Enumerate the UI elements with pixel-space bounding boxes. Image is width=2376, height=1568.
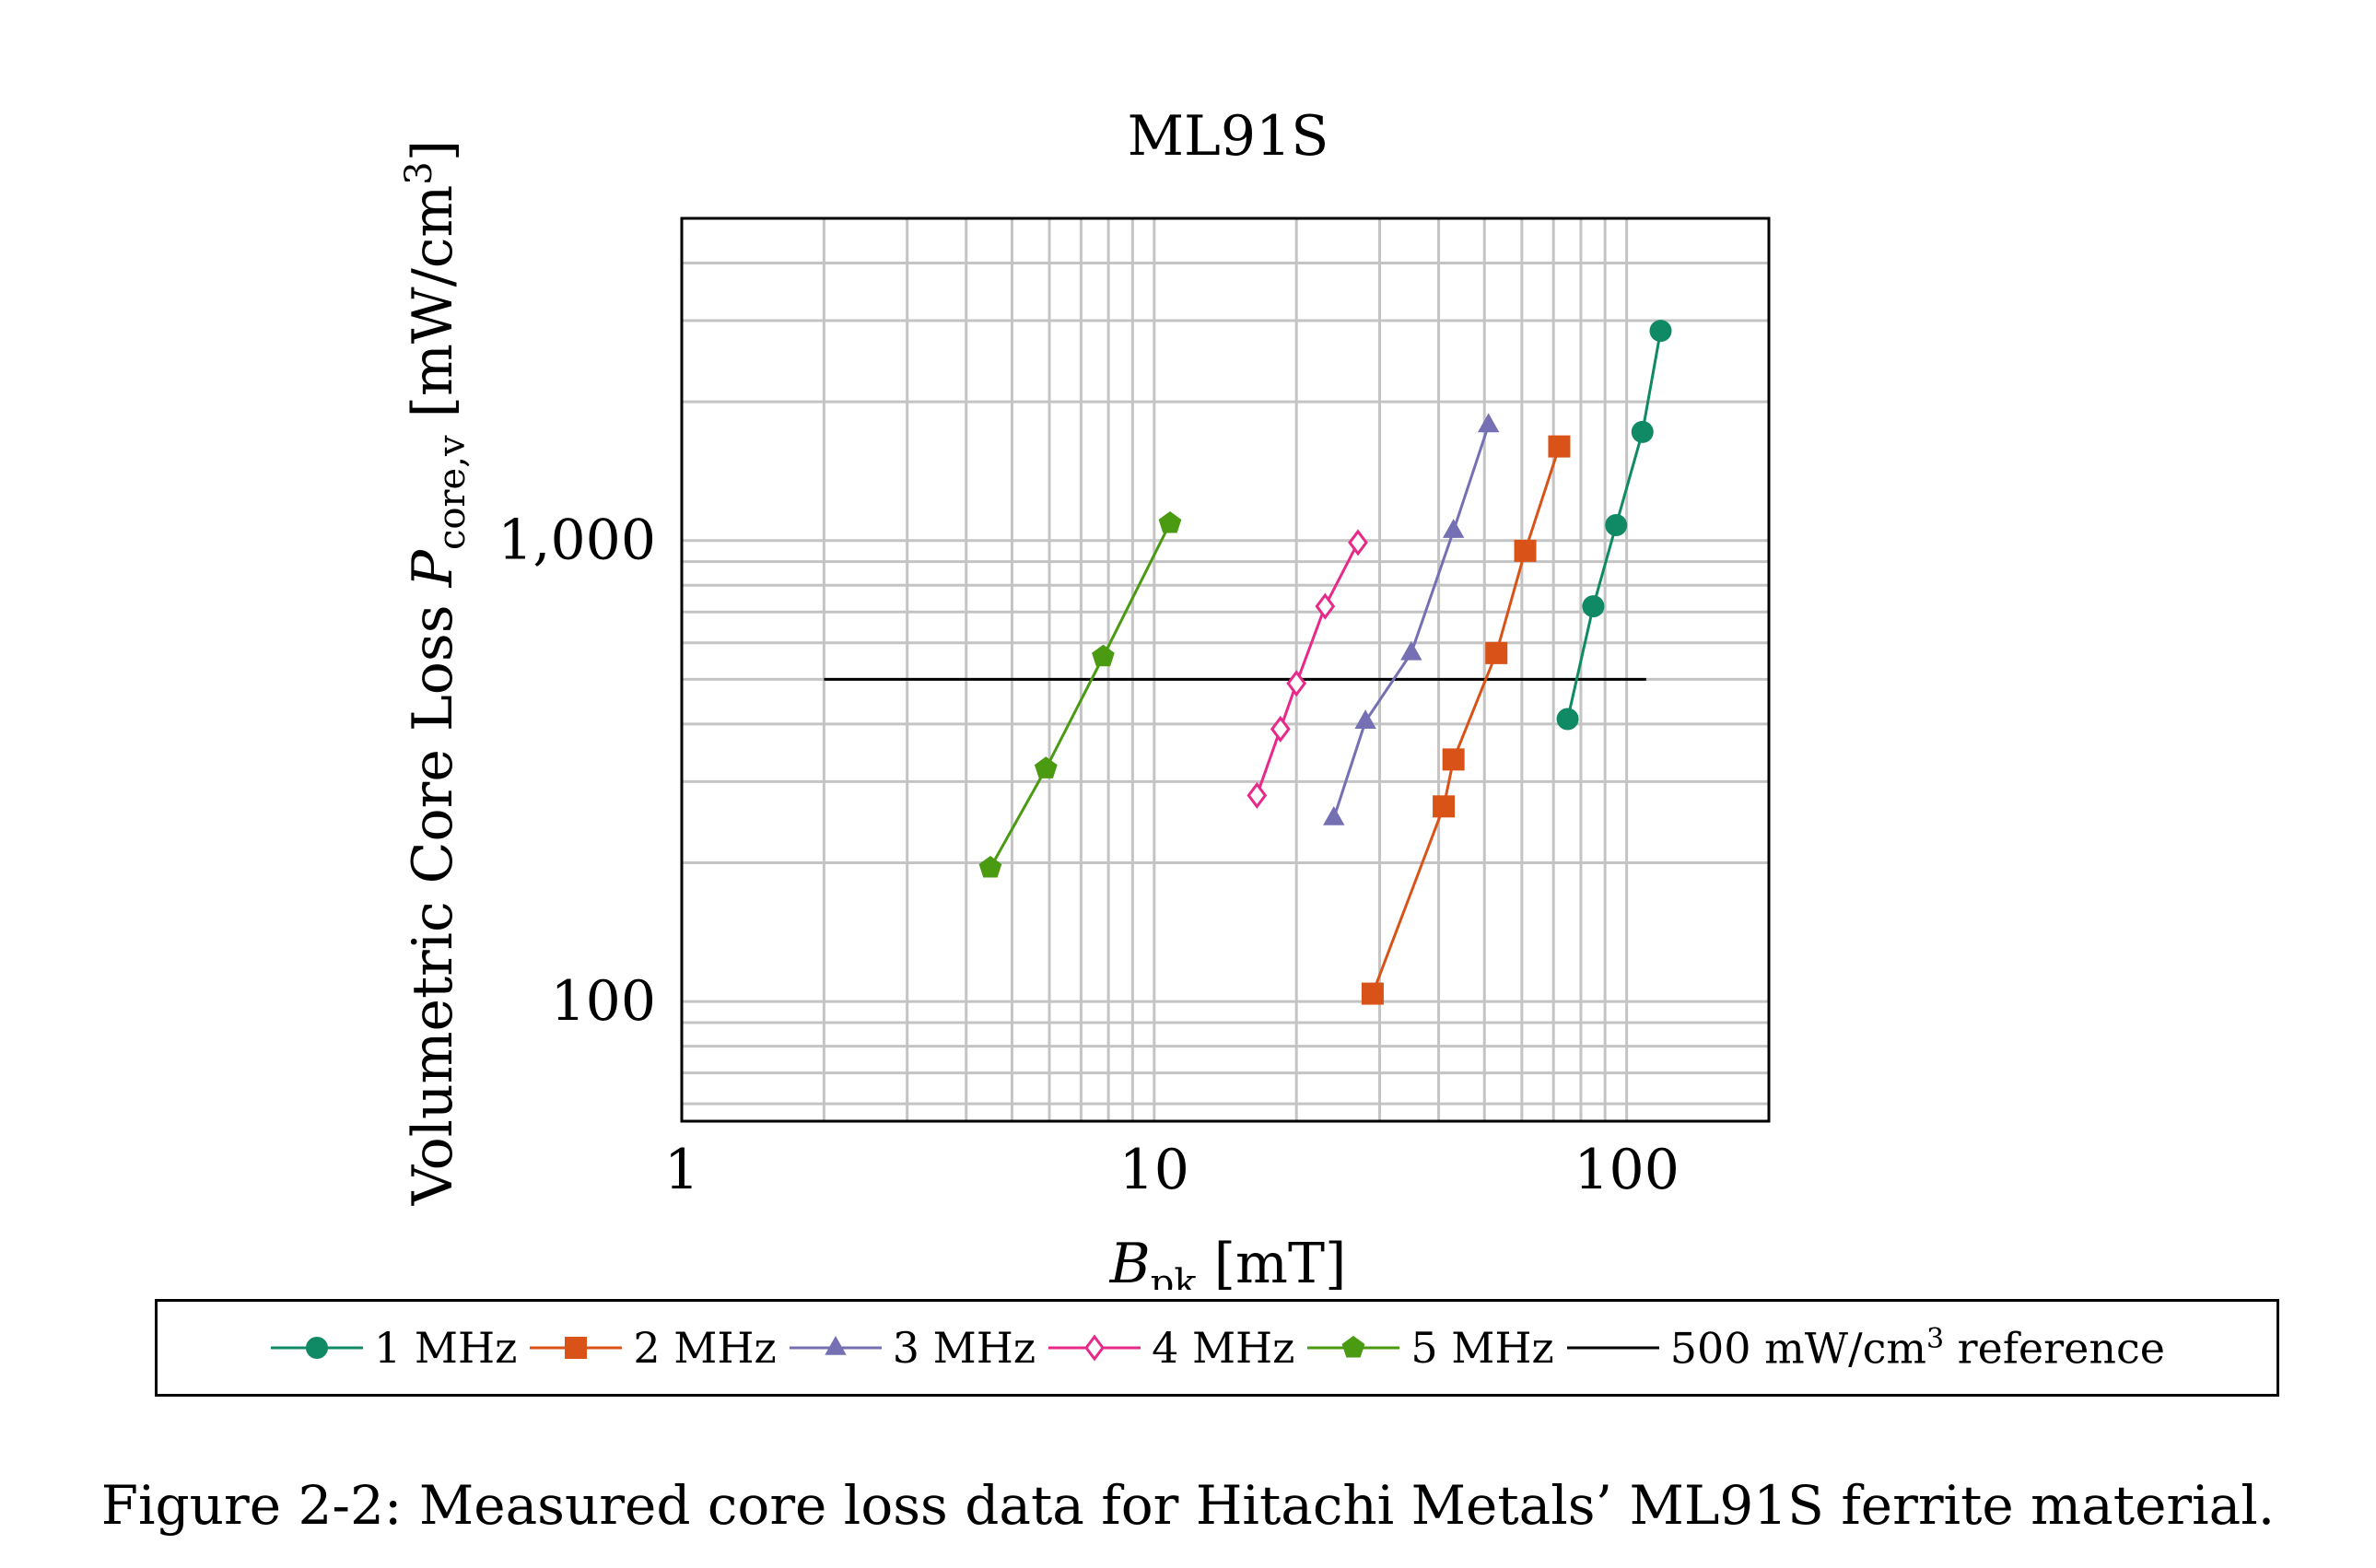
legend-swatch bbox=[1048, 1334, 1141, 1362]
data-point bbox=[1354, 709, 1376, 729]
chart-title: ML91S bbox=[1128, 104, 1329, 169]
legend-swatch bbox=[789, 1336, 882, 1355]
chart: ML91S 1 10 100 100 1,000 Bpk [mT] Volumetri… bbox=[398, 104, 1771, 1290]
x-tick-label: 1 bbox=[664, 1138, 699, 1202]
series-0 bbox=[1556, 320, 1672, 731]
x-tick-label: 100 bbox=[1574, 1138, 1680, 1202]
y-axis-label-var: P bbox=[401, 548, 465, 588]
legend-label: 2 MHz bbox=[633, 1323, 777, 1373]
x-axis-label: Bpk [mT] bbox=[1109, 1232, 1347, 1290]
data-point bbox=[1582, 595, 1605, 618]
y-tick-label: 100 bbox=[550, 969, 656, 1034]
legend-label: 3 MHz bbox=[892, 1323, 1036, 1373]
y-axis-label-sub: core,v bbox=[431, 435, 474, 550]
x-axis-label-sub: pk bbox=[1151, 1262, 1198, 1290]
series-line bbox=[1371, 446, 1561, 995]
legend-label: 4 MHz bbox=[1152, 1323, 1295, 1373]
series-line bbox=[1332, 424, 1491, 819]
data-point bbox=[1477, 413, 1500, 433]
series-4 bbox=[978, 511, 1182, 878]
figure-caption: Figure 2-2: Measured core loss data for … bbox=[100, 1474, 2276, 1537]
data-point bbox=[1348, 529, 1368, 556]
x-axis-label-var: B bbox=[1109, 1232, 1151, 1290]
data-point bbox=[1556, 708, 1579, 731]
data-point bbox=[1247, 781, 1268, 809]
data-point bbox=[1092, 644, 1115, 667]
grid bbox=[682, 218, 1769, 1121]
series-line bbox=[989, 522, 1172, 869]
data-point bbox=[1649, 320, 1672, 343]
legend-item-0: 1 MHz bbox=[269, 1323, 517, 1373]
y-axis-label-sup: 3 bbox=[398, 161, 440, 184]
legend-label: 5 MHz bbox=[1410, 1323, 1554, 1373]
data-point bbox=[1442, 519, 1465, 538]
data-point bbox=[1286, 670, 1307, 697]
legend-marker bbox=[306, 1337, 329, 1359]
series-1 bbox=[1361, 435, 1571, 1005]
y-axis-label-end: ] bbox=[401, 140, 465, 161]
data-point bbox=[1442, 748, 1465, 771]
legend-item-4: 5 MHz bbox=[1305, 1323, 1554, 1373]
legend: 1 MHz 2 MHz 3 MHz 4 MHz 5 MHz 500 mW/cm3 refe… bbox=[155, 1299, 2279, 1397]
data-point bbox=[1034, 756, 1058, 778]
legend-swatch bbox=[530, 1337, 623, 1359]
y-tick-labels: 100 1,000 bbox=[497, 509, 656, 1034]
legend-swatch bbox=[271, 1337, 364, 1359]
data-point bbox=[978, 856, 1002, 878]
series-group bbox=[978, 320, 1672, 1005]
y-axis-label-main: Volumetric Core Loss bbox=[401, 587, 465, 1206]
data-point bbox=[1400, 640, 1422, 661]
x-tick-labels: 1 10 100 bbox=[664, 1138, 1680, 1202]
data-point bbox=[1605, 514, 1628, 537]
legend-marker bbox=[1342, 1336, 1365, 1358]
x-tick-label: 10 bbox=[1119, 1138, 1189, 1202]
y-tick-label: 1,000 bbox=[497, 509, 656, 573]
data-point bbox=[1315, 592, 1336, 620]
legend-label: 500 mW/cm3 reference bbox=[1669, 1322, 2165, 1374]
data-point bbox=[1485, 641, 1508, 664]
x-axis-label-unit: [mT] bbox=[1197, 1232, 1347, 1290]
series-3 bbox=[1247, 529, 1368, 809]
data-point bbox=[1323, 805, 1345, 825]
data-point bbox=[1433, 795, 1456, 818]
data-point bbox=[1548, 435, 1571, 458]
series-2 bbox=[1323, 413, 1500, 825]
legend-item-3: 4 MHz bbox=[1047, 1323, 1294, 1373]
plot-frame bbox=[680, 216, 1771, 1123]
legend-item-reference: 500 mW/cm3 reference bbox=[1565, 1323, 2165, 1373]
legend-label: 1 MHz bbox=[374, 1323, 518, 1373]
data-point bbox=[1158, 511, 1182, 533]
legend-marker bbox=[565, 1337, 588, 1359]
legend-marker bbox=[1084, 1334, 1105, 1362]
y-axis-label: Volumetric Core Loss Pcore,v [mW/cm3] bbox=[398, 140, 474, 1206]
legend-swatch bbox=[1307, 1336, 1400, 1358]
data-point bbox=[1631, 420, 1654, 443]
legend-item-1: 2 MHz bbox=[528, 1323, 777, 1373]
data-point bbox=[1514, 539, 1537, 562]
legend-item-2: 3 MHz bbox=[788, 1323, 1036, 1373]
data-point bbox=[1361, 982, 1384, 1005]
legend-marker bbox=[825, 1336, 847, 1355]
y-axis-label-unit: [mW/cm bbox=[401, 185, 465, 436]
legend-swatch bbox=[1566, 1346, 1659, 1350]
series-line bbox=[1255, 542, 1360, 796]
data-point bbox=[1270, 715, 1291, 743]
